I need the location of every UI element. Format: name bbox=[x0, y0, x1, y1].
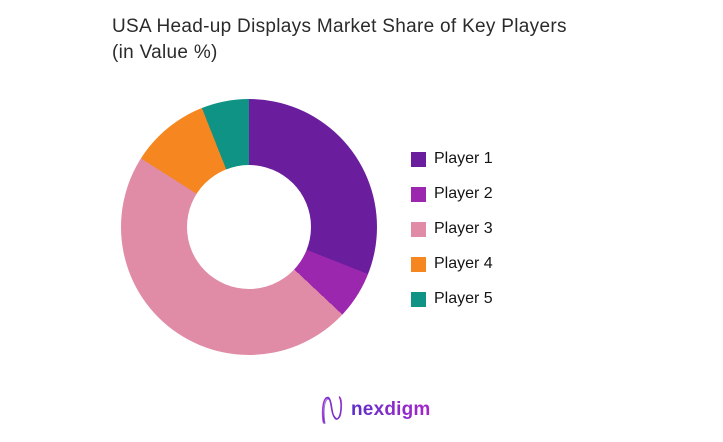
legend-item: Player 3 bbox=[411, 220, 493, 237]
donut-chart bbox=[121, 99, 377, 355]
legend-item: Player 5 bbox=[411, 290, 493, 307]
legend-swatch bbox=[411, 151, 426, 167]
legend-label: Player 5 bbox=[434, 290, 493, 307]
legend-swatch bbox=[411, 221, 426, 237]
legend-item: Player 1 bbox=[411, 150, 493, 167]
nexdigm-logo-text: nexdigm bbox=[351, 399, 431, 420]
chart-legend: Player 1 Player 2 Player 3 Player 4 Player 5 bbox=[411, 150, 493, 307]
legend-item: Player 4 bbox=[411, 255, 493, 272]
legend-label: Player 3 bbox=[434, 220, 493, 237]
chart-title-line2: (in Value %) bbox=[112, 42, 218, 63]
nexdigm-logo-icon bbox=[321, 396, 343, 424]
legend-swatch bbox=[411, 186, 426, 202]
legend-label: Player 2 bbox=[434, 185, 493, 202]
legend-swatch bbox=[411, 291, 426, 307]
chart-title-line1: USA Head-up Displays Market Share of Key… bbox=[112, 16, 567, 37]
legend-label: Player 4 bbox=[434, 255, 493, 272]
chart-title: USA Head-up Displays Market Share of Key… bbox=[112, 14, 567, 66]
donut-hole bbox=[187, 165, 311, 289]
legend-label: Player 1 bbox=[434, 150, 493, 167]
legend-swatch bbox=[411, 256, 426, 272]
nexdigm-logo: nexdigm bbox=[320, 392, 431, 428]
legend-item: Player 2 bbox=[411, 185, 493, 202]
